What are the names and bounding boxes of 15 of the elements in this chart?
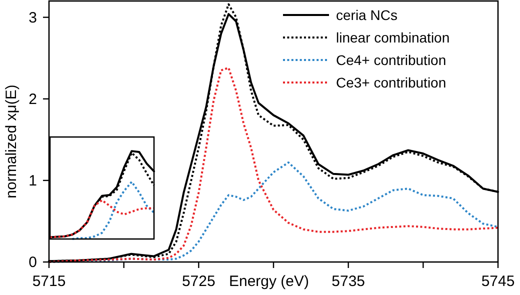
- y-tick-label: 2: [28, 90, 37, 108]
- x-tick-label: 5745: [481, 273, 515, 290]
- y-axis-title: normalized xμ(E): [3, 84, 20, 198]
- y-tick-label: 0: [28, 254, 37, 271]
- legend-label: ceria NCs: [336, 7, 398, 23]
- y-tick-label: 3: [28, 9, 37, 26]
- legend-label: Ce4+ contribution: [336, 52, 446, 68]
- legend-label: Ce3+ contribution: [336, 74, 446, 90]
- legend-label: linear combination: [336, 30, 450, 46]
- x-tick-label: 5725: [182, 273, 216, 290]
- line-series: [48, 66, 499, 263]
- x-axis-title: Energy (eV): [228, 273, 310, 290]
- x-tick-label: 5715: [32, 273, 66, 290]
- x-tick-label: 5735: [332, 273, 366, 290]
- y-tick-label: 1: [28, 172, 37, 190]
